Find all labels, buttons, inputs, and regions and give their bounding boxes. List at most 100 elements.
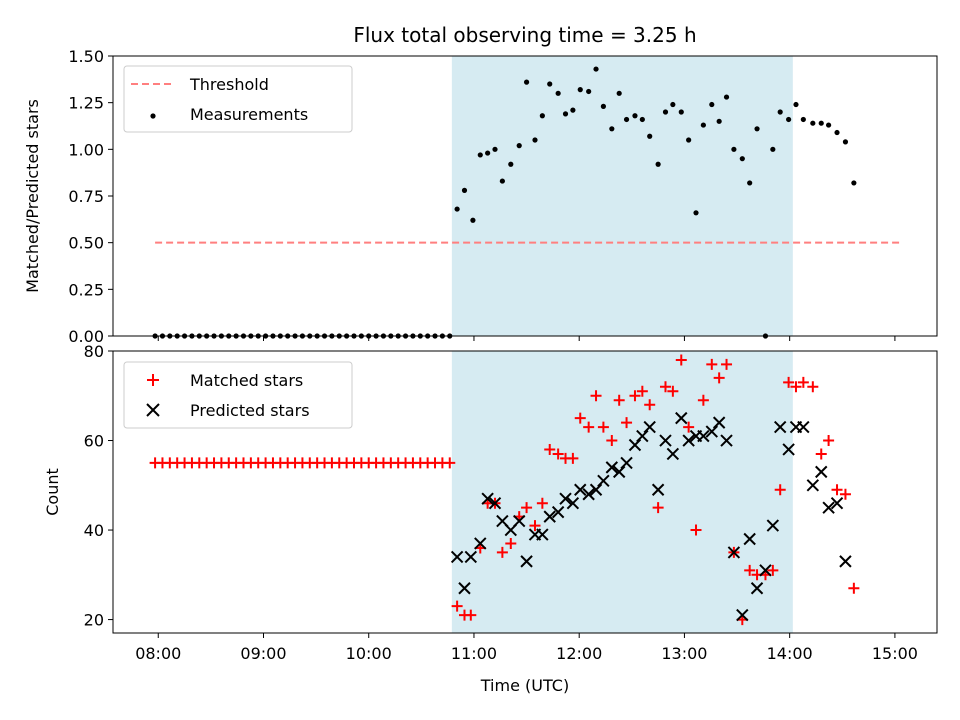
predicted-point bbox=[830, 496, 844, 510]
measurement-point bbox=[523, 79, 530, 85]
predicted-point bbox=[651, 483, 665, 496]
matched-point bbox=[713, 372, 725, 384]
bottom-y-axis-label: Count bbox=[43, 468, 62, 516]
measurement-point bbox=[670, 101, 676, 108]
measurement-point bbox=[793, 101, 799, 108]
matched-point bbox=[652, 502, 664, 514]
measurement-point bbox=[516, 143, 522, 149]
bottom-legend-box bbox=[123, 361, 353, 429]
matched-point bbox=[496, 546, 508, 558]
predicted-point bbox=[750, 582, 764, 595]
matched-point bbox=[644, 399, 656, 411]
predicted-point bbox=[474, 537, 487, 550]
matched-point bbox=[597, 421, 609, 433]
matched-point bbox=[667, 385, 679, 397]
x-tick-label: 08:00 bbox=[135, 644, 181, 663]
measurement-point bbox=[662, 109, 669, 115]
matched-point bbox=[839, 488, 851, 500]
measurement-point bbox=[700, 122, 706, 128]
measurement-point bbox=[716, 118, 722, 124]
matched-point bbox=[552, 448, 564, 460]
legend-matched-label: Matched stars bbox=[190, 371, 303, 390]
measurement-point bbox=[818, 120, 824, 126]
measurement-point bbox=[842, 139, 849, 145]
matched-point bbox=[606, 435, 618, 447]
measurement-point bbox=[747, 180, 753, 186]
measurement-point bbox=[623, 116, 630, 123]
legend-predicted-label: Predicted stars bbox=[190, 401, 310, 420]
predicted-point bbox=[815, 465, 828, 479]
matched-point bbox=[444, 457, 456, 469]
matched-point bbox=[521, 502, 533, 514]
measurement-point bbox=[600, 103, 607, 109]
matched-point bbox=[659, 381, 671, 393]
matched-point bbox=[797, 376, 809, 388]
measurement-point bbox=[686, 137, 692, 143]
predicted-point bbox=[766, 519, 780, 532]
matched-point bbox=[831, 484, 843, 496]
x-tick-label: 13:00 bbox=[661, 644, 707, 663]
measurement-point bbox=[851, 180, 857, 186]
predicted-point bbox=[666, 447, 680, 461]
measurement-point bbox=[616, 90, 622, 96]
bottom-y-tick-label: 40 bbox=[84, 521, 104, 540]
top-y-tick-label: 0.25 bbox=[68, 280, 104, 299]
measurement-point bbox=[826, 122, 832, 128]
bottom-axes-frame bbox=[112, 350, 938, 634]
measurement-point bbox=[609, 126, 615, 132]
matched-point bbox=[744, 564, 756, 576]
legend-threshold-label: Threshold bbox=[189, 75, 269, 94]
predicted-point bbox=[582, 488, 595, 501]
measurement-point bbox=[693, 210, 699, 216]
x-tick-label: 14:00 bbox=[767, 644, 813, 663]
predicted-point bbox=[682, 434, 695, 447]
predicted-point bbox=[628, 438, 642, 452]
matched-point bbox=[783, 376, 795, 388]
bottom-y-tick-label: 80 bbox=[84, 342, 104, 361]
measurement-point bbox=[593, 66, 599, 72]
predicted-stars-series bbox=[450, 411, 852, 622]
x-tick-label: 10:00 bbox=[346, 644, 392, 663]
measurement-point bbox=[834, 129, 840, 136]
top-panel: 0.00 0.25 0.50 0.75 1.00 1.25 1.50 Matched/Pre… bbox=[23, 47, 938, 346]
matched-point bbox=[848, 582, 860, 594]
predicted-point bbox=[543, 510, 556, 523]
measurement-point bbox=[461, 187, 468, 193]
legend-matched-swatch bbox=[147, 374, 159, 386]
bottom-panel: 08:00 09:00 10:00 11:00 12:00 13:00 14:00 15:00… bbox=[43, 342, 938, 695]
top-y-tick-label: 0.50 bbox=[68, 234, 104, 253]
top-y-tick-label: 1.50 bbox=[68, 47, 104, 66]
matched-point bbox=[697, 394, 709, 406]
matched-point bbox=[675, 354, 687, 366]
predicted-point bbox=[450, 550, 464, 564]
measurement-point bbox=[539, 113, 545, 119]
predicted-point bbox=[488, 496, 502, 510]
matched-point bbox=[465, 609, 477, 621]
measurement-point bbox=[786, 116, 792, 123]
top-y-tick-label: 1.25 bbox=[68, 94, 104, 113]
top-legend: Threshold Measurements bbox=[123, 65, 353, 133]
matched-point bbox=[451, 600, 463, 612]
measurement-point bbox=[731, 146, 737, 152]
predicted-point bbox=[458, 582, 471, 595]
predicted-point bbox=[520, 555, 533, 568]
predicted-point bbox=[612, 465, 626, 479]
predicted-point bbox=[697, 429, 710, 443]
measurement-point bbox=[485, 150, 491, 156]
matched-point bbox=[536, 497, 548, 509]
predicted-point bbox=[839, 555, 852, 568]
matched-point bbox=[767, 564, 779, 576]
predicted-point bbox=[773, 420, 787, 434]
legend-measurements-label: Measurements bbox=[190, 105, 308, 124]
predicted-point bbox=[705, 425, 719, 438]
measurement-point bbox=[800, 116, 806, 123]
x-tick-label: 12:00 bbox=[556, 644, 602, 663]
predicted-point bbox=[727, 546, 741, 559]
bottom-shaded-span bbox=[451, 351, 793, 633]
matched-point bbox=[807, 381, 819, 393]
predicted-point bbox=[566, 496, 580, 510]
bottom-y-tick-label: 20 bbox=[84, 611, 104, 630]
matched-point bbox=[774, 484, 786, 496]
measurement-point bbox=[570, 107, 576, 113]
top-y-axis-label: Matched/Predicted stars bbox=[23, 99, 42, 293]
